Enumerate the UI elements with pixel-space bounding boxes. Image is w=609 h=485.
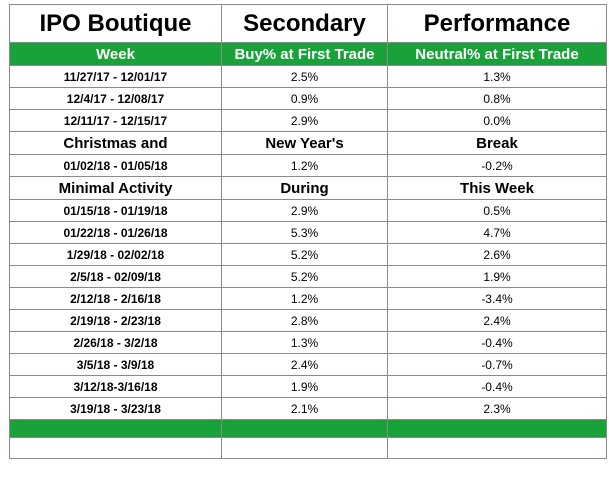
- neutral-cell: 2.3%: [387, 397, 607, 420]
- table-row: 3/12/18-3/16/18 1.9% -0.4%: [9, 375, 607, 398]
- neutral-cell: -0.7%: [387, 353, 607, 376]
- empty-cell: [9, 419, 222, 438]
- week-cell: 12/11/17 - 12/15/17: [9, 109, 222, 132]
- header-week: Week: [9, 42, 222, 66]
- buy-cell: 2.8%: [221, 309, 388, 332]
- buy-cell: 1.2%: [221, 154, 388, 177]
- neutral-cell: 0.5%: [387, 199, 607, 222]
- buy-cell: 1.9%: [221, 375, 388, 398]
- neutral-cell: 4.7%: [387, 221, 607, 244]
- header-neutral-at-first-trade: Neutral% at First Trade: [387, 42, 607, 66]
- empty-cell: [387, 437, 607, 459]
- empty-cell: [387, 419, 607, 438]
- buy-cell: New Year's: [221, 131, 388, 155]
- buy-cell: 2.1%: [221, 397, 388, 420]
- buy-cell: 2.9%: [221, 199, 388, 222]
- buy-cell: 5.3%: [221, 221, 388, 244]
- neutral-cell: -0.4%: [387, 331, 607, 354]
- table-row: 11/27/17 - 12/01/17 2.5% 1.3%: [9, 65, 607, 88]
- table-row: 01/02/18 - 01/05/18 1.2% -0.2%: [9, 154, 607, 177]
- buy-cell: 5.2%: [221, 243, 388, 266]
- neutral-cell: This Week: [387, 176, 607, 200]
- ipo-performance-table-container: IPO Boutique Secondary Performance Week …: [9, 4, 607, 459]
- buy-cell: 1.3%: [221, 331, 388, 354]
- week-cell: Christmas and: [9, 131, 222, 155]
- title-row: IPO Boutique Secondary Performance: [9, 4, 607, 43]
- week-cell: 2/26/18 - 3/2/18: [9, 331, 222, 354]
- week-cell: 2/5/18 - 02/09/18: [9, 265, 222, 288]
- empty-cell: [9, 437, 222, 459]
- buy-cell: 2.5%: [221, 65, 388, 88]
- ipo-performance-table: IPO Boutique Secondary Performance Week …: [9, 4, 607, 459]
- table-row: 1/29/18 - 02/02/18 5.2% 2.6%: [9, 243, 607, 266]
- column-header-row: Week Buy% at First Trade Neutral% at Fir…: [9, 42, 607, 66]
- neutral-cell: Break: [387, 131, 607, 155]
- title-cell-ipo-boutique: IPO Boutique: [9, 4, 222, 43]
- buy-cell: During: [221, 176, 388, 200]
- week-cell: 3/12/18-3/16/18: [9, 375, 222, 398]
- table-row: 3/5/18 - 3/9/18 2.4% -0.7%: [9, 353, 607, 376]
- week-cell: 01/02/18 - 01/05/18: [9, 154, 222, 177]
- week-cell: 2/12/18 - 2/16/18: [9, 287, 222, 310]
- week-cell: 2/19/18 - 2/23/18: [9, 309, 222, 332]
- neutral-cell: -3.4%: [387, 287, 607, 310]
- table-row: 2/19/18 - 2/23/18 2.8% 2.4%: [9, 309, 607, 332]
- buy-cell: 2.4%: [221, 353, 388, 376]
- neutral-cell: 1.9%: [387, 265, 607, 288]
- title-cell-secondary: Secondary: [221, 4, 388, 43]
- week-cell: 3/19/18 - 3/23/18: [9, 397, 222, 420]
- week-cell: Minimal Activity: [9, 176, 222, 200]
- table-row: 12/4/17 - 12/08/17 0.9% 0.8%: [9, 87, 607, 110]
- week-cell: 12/4/17 - 12/08/17: [9, 87, 222, 110]
- buy-cell: 2.9%: [221, 109, 388, 132]
- week-cell: 1/29/18 - 02/02/18: [9, 243, 222, 266]
- neutral-cell: 0.8%: [387, 87, 607, 110]
- week-cell: 01/22/18 - 01/26/18: [9, 221, 222, 244]
- neutral-cell: 1.3%: [387, 65, 607, 88]
- blank-row: [9, 437, 607, 459]
- week-cell: 3/5/18 - 3/9/18: [9, 353, 222, 376]
- header-buy-at-first-trade: Buy% at First Trade: [221, 42, 388, 66]
- neutral-cell: 2.4%: [387, 309, 607, 332]
- neutral-cell: -0.4%: [387, 375, 607, 398]
- note-row: Minimal Activity During This Week: [9, 176, 607, 200]
- neutral-cell: 2.6%: [387, 243, 607, 266]
- green-footer-row: [9, 419, 607, 438]
- table-row: 01/22/18 - 01/26/18 5.3% 4.7%: [9, 221, 607, 244]
- table-row: 3/19/18 - 3/23/18 2.1% 2.3%: [9, 397, 607, 420]
- neutral-cell: 0.0%: [387, 109, 607, 132]
- table-body: IPO Boutique Secondary Performance Week …: [9, 4, 607, 459]
- table-row: 2/12/18 - 2/16/18 1.2% -3.4%: [9, 287, 607, 310]
- table-row: 2/5/18 - 02/09/18 5.2% 1.9%: [9, 265, 607, 288]
- buy-cell: 1.2%: [221, 287, 388, 310]
- week-cell: 01/15/18 - 01/19/18: [9, 199, 222, 222]
- buy-cell: 0.9%: [221, 87, 388, 110]
- empty-cell: [221, 437, 388, 459]
- table-row: 2/26/18 - 3/2/18 1.3% -0.4%: [9, 331, 607, 354]
- note-row: Christmas and New Year's Break: [9, 131, 607, 155]
- neutral-cell: -0.2%: [387, 154, 607, 177]
- table-row: 01/15/18 - 01/19/18 2.9% 0.5%: [9, 199, 607, 222]
- week-cell: 11/27/17 - 12/01/17: [9, 65, 222, 88]
- title-cell-performance: Performance: [387, 4, 607, 43]
- empty-cell: [221, 419, 388, 438]
- table-row: 12/11/17 - 12/15/17 2.9% 0.0%: [9, 109, 607, 132]
- buy-cell: 5.2%: [221, 265, 388, 288]
